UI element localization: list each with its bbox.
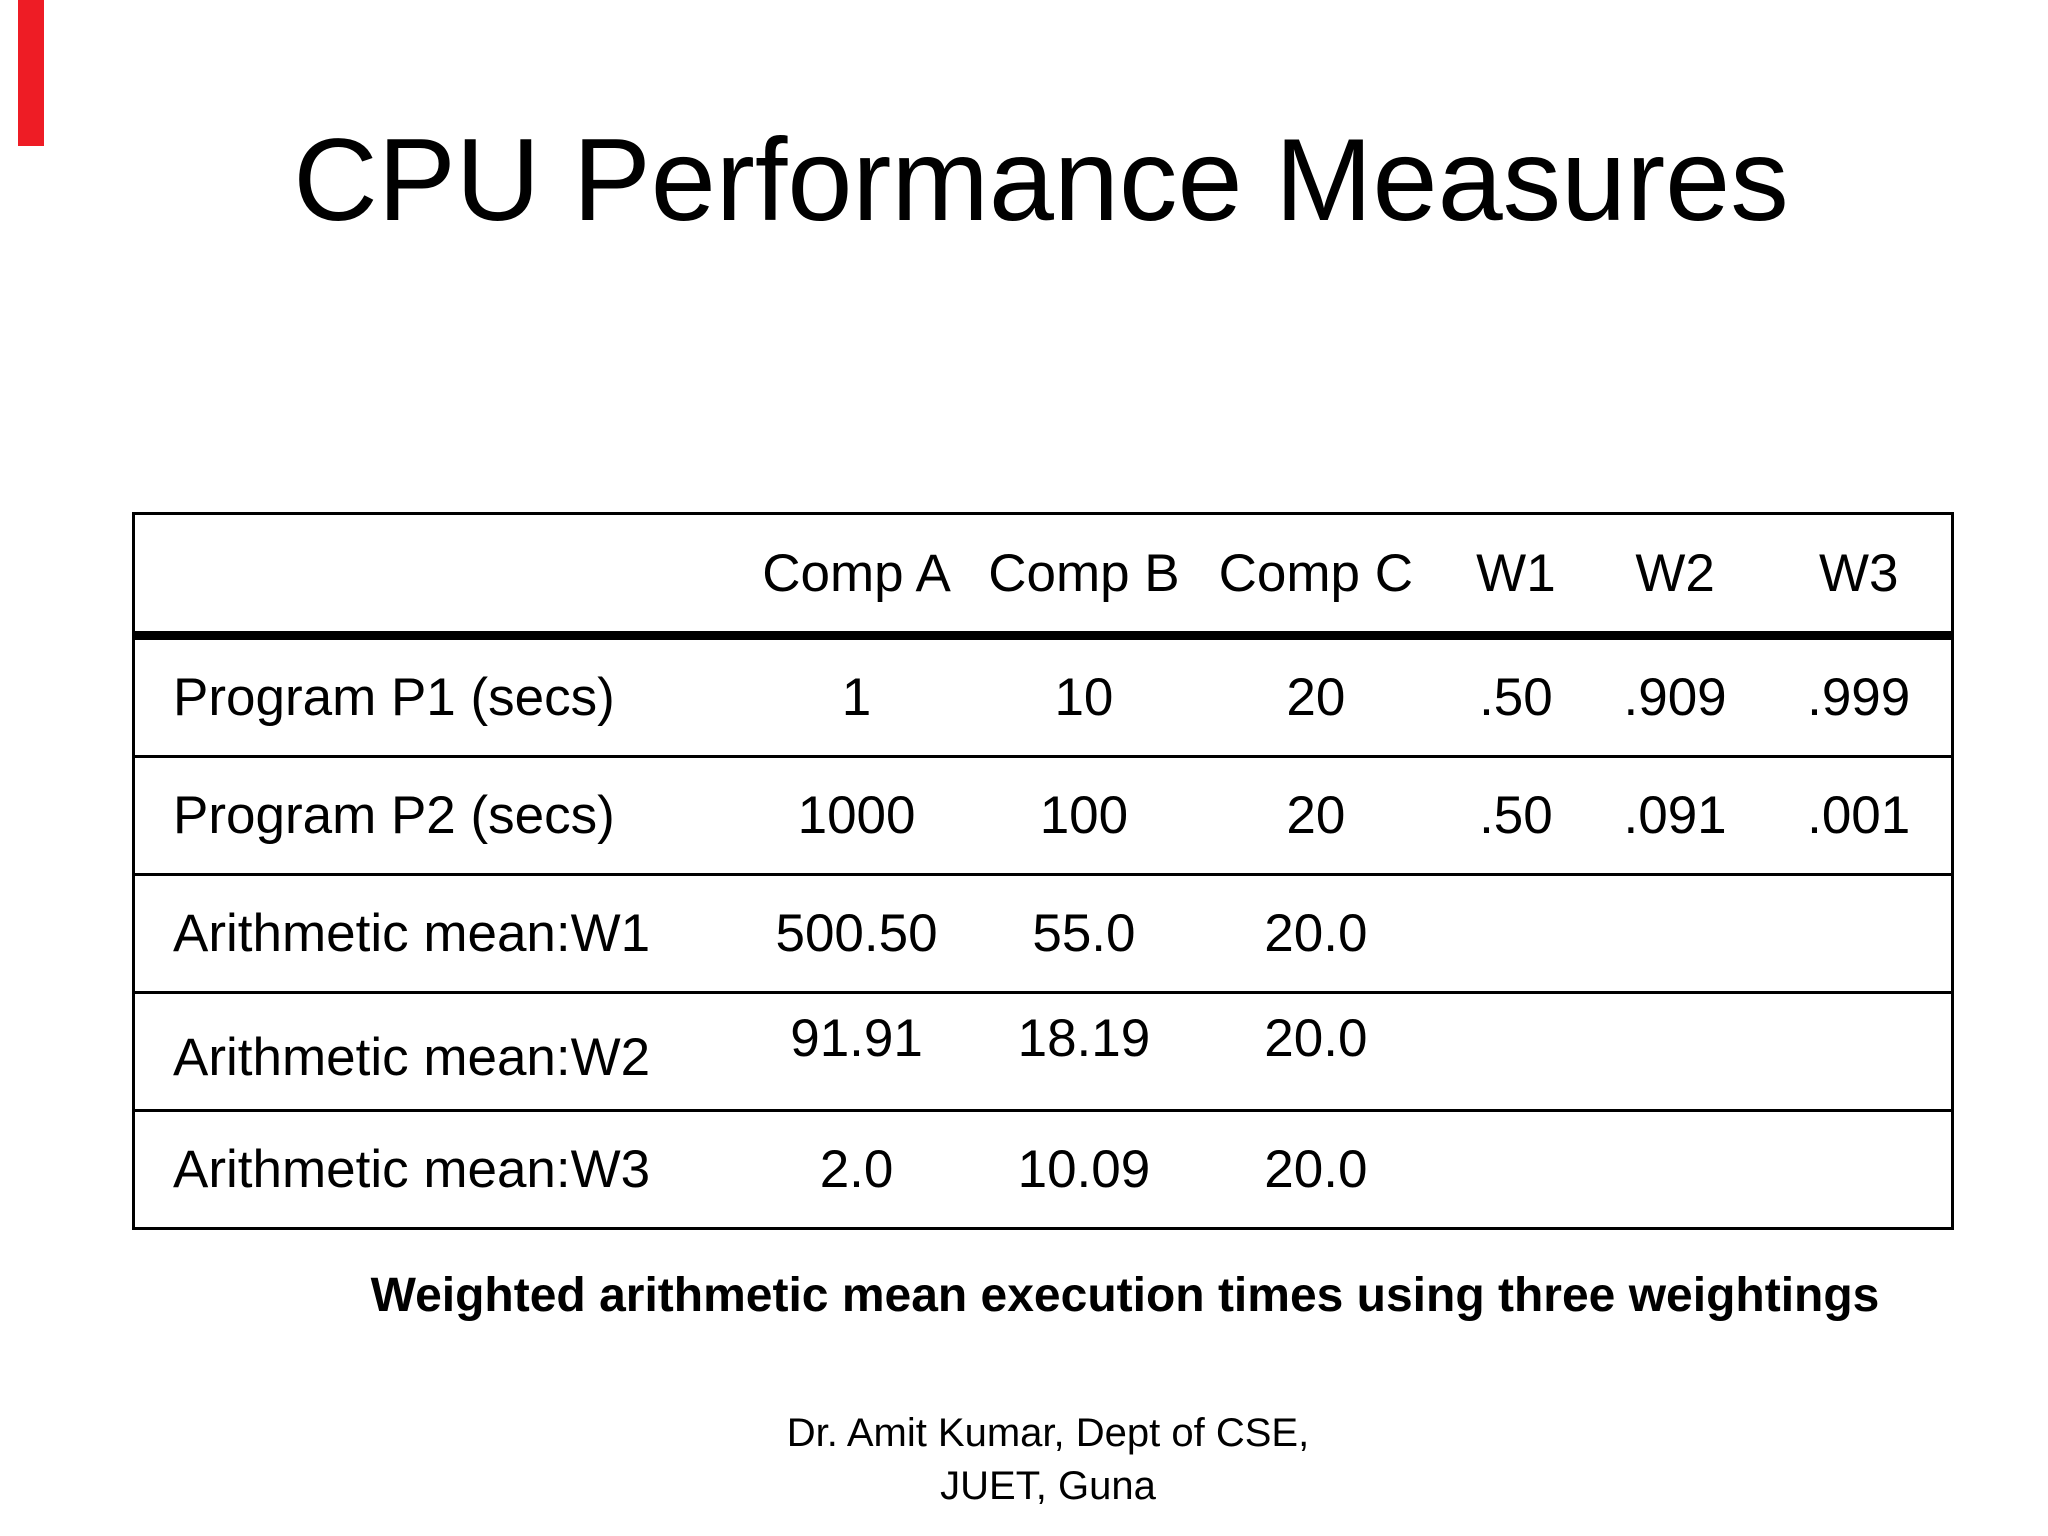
row-label: Program P2 (secs)	[133, 756, 743, 876]
row-label: Arithmetic mean:W2	[133, 992, 743, 1112]
footer-institution-line: JUET, Guna	[940, 1464, 1156, 1508]
table-cell: 2.0	[819, 1140, 894, 1199]
table-cell: 18.19	[970, 992, 1198, 1112]
table-cell	[1752, 992, 1953, 1112]
table-cell: .091	[1597, 756, 1753, 876]
table-cell: 1	[742, 635, 971, 758]
table-row-program-p1: Program P1 (secs) 1 10 20 .50 .909 .999	[133, 635, 1953, 758]
page-title: CPU Performance Measures	[293, 114, 1789, 245]
column-header-empty	[133, 513, 743, 640]
table-cell: 55.0	[970, 874, 1198, 994]
table-cell: 10.09	[1017, 1140, 1151, 1199]
table-cell	[1752, 1111, 1952, 1229]
table-cell: .50	[1434, 756, 1598, 876]
table-cell: 20.0	[1197, 992, 1435, 1112]
table-cell: 20.0	[1264, 1140, 1368, 1199]
table-row-mean-w3: Arithmetic mean:W3 2.0 10.09 20.0	[134, 1111, 1953, 1229]
row-label: Arithmetic mean:W1	[133, 874, 743, 994]
table-cell: .999	[1752, 635, 1953, 758]
table-cell: 10	[970, 635, 1198, 758]
row-label: Arithmetic mean:W3	[173, 1140, 651, 1199]
table-cell: .50	[1434, 635, 1598, 758]
table-cell	[1752, 874, 1953, 994]
table-header-row: Comp A Comp B Comp C W1 W2 W3	[133, 513, 1953, 640]
table-cell	[1598, 1111, 1753, 1229]
table-cell: 91.91	[742, 992, 971, 1112]
table-cell: 1000	[742, 756, 971, 876]
table-cell	[1597, 874, 1753, 994]
table-row-mean-w2: Arithmetic mean:W2 91.91 18.19 20.0	[133, 992, 1953, 1112]
table-cell: 20	[1197, 635, 1435, 758]
column-header-w1: W1	[1434, 513, 1598, 640]
table-row-program-p2: Program P2 (secs) 1000 100 20 .50 .091 .…	[133, 756, 1953, 876]
table-cell: .001	[1752, 756, 1953, 876]
red-marker	[18, 0, 44, 146]
footer-author-line: Dr. Amit Kumar, Dept of CSE,	[786, 1411, 1310, 1455]
table-cell	[1434, 992, 1598, 1112]
table-cell: 100	[970, 756, 1198, 876]
table-cell: .909	[1597, 635, 1753, 758]
table-cell	[1434, 1111, 1598, 1229]
performance-table: Comp A Comp B Comp C W1 W2 W3 Program P1…	[132, 512, 1954, 1230]
table-cell	[1434, 874, 1598, 994]
table-cell: 20	[1197, 756, 1435, 876]
column-header-comp-b: Comp B	[970, 513, 1198, 640]
column-header-w3: W3	[1752, 513, 1953, 640]
table-row-mean-w1: Arithmetic mean:W1 500.50 55.0 20.0	[133, 874, 1953, 994]
table-cell: 20.0	[1197, 874, 1435, 994]
table-caption: Weighted arithmetic mean execution times…	[370, 1269, 1880, 1322]
column-header-w2: W2	[1597, 513, 1753, 640]
column-header-comp-c: Comp C	[1197, 513, 1435, 640]
footer: Dr. Amit Kumar, Dept of CSE, JUET, Guna	[24, 1407, 2048, 1513]
row-label: Program P1 (secs)	[133, 635, 743, 758]
table-cell	[1597, 992, 1753, 1112]
table-cell: 500.50	[742, 874, 971, 994]
column-header-comp-a: Comp A	[742, 513, 971, 640]
